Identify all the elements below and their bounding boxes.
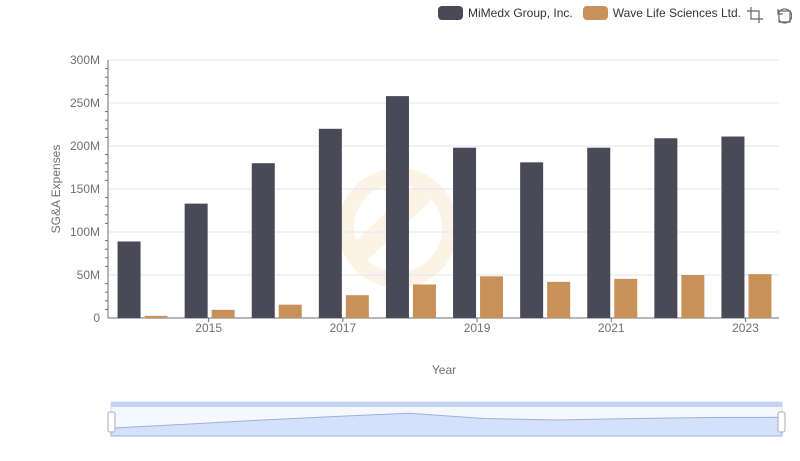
bar-wave-2021[interactable] bbox=[614, 278, 638, 318]
bar-series bbox=[117, 96, 772, 319]
bar-wave-2022[interactable] bbox=[681, 275, 705, 318]
bar-wave-2020[interactable] bbox=[547, 281, 571, 318]
bar-wave-2019[interactable] bbox=[480, 276, 504, 318]
legend-label-mimedx: MiMedx Group, Inc. bbox=[468, 6, 573, 20]
y-axis-label: SG&A Expenses bbox=[49, 145, 63, 234]
x-tick-label: 2023 bbox=[732, 321, 759, 335]
y-tick-label: 300M bbox=[70, 53, 100, 67]
restore-icon[interactable] bbox=[774, 6, 792, 24]
bar-mimedx-2017[interactable] bbox=[318, 128, 342, 318]
bar-wave-2023[interactable] bbox=[748, 274, 772, 318]
data-zoom-icon[interactable] bbox=[746, 6, 764, 24]
bar-mimedx-2018[interactable] bbox=[385, 96, 409, 319]
y-tick-label: 200M bbox=[70, 139, 100, 153]
bar-wave-2017[interactable] bbox=[345, 295, 369, 318]
data-zoom-slider[interactable] bbox=[107, 401, 786, 437]
x-axis: 2015 2017 2019 2021 2023 bbox=[195, 318, 759, 335]
bar-mimedx-2015[interactable] bbox=[184, 203, 208, 318]
bar-wave-2015[interactable] bbox=[211, 309, 235, 318]
x-tick-label: 2017 bbox=[329, 321, 356, 335]
x-axis-label: Year bbox=[432, 363, 456, 377]
legend-swatch-wave bbox=[582, 6, 608, 20]
y-axis: 0 50M 100M 150M 200M 250M 300M bbox=[70, 53, 109, 325]
y-tick-label: 150M bbox=[70, 182, 100, 196]
y-tick-label: 50M bbox=[77, 268, 100, 282]
chart-toolbox bbox=[746, 6, 792, 24]
bar-wave-2018[interactable] bbox=[412, 284, 436, 318]
bar-mimedx-2019[interactable] bbox=[453, 147, 477, 318]
bar-mimedx-2022[interactable] bbox=[654, 138, 678, 318]
x-tick-label: 2019 bbox=[464, 321, 491, 335]
bar-wave-2016[interactable] bbox=[278, 304, 302, 318]
legend-item-mimedx[interactable]: MiMedx Group, Inc. bbox=[438, 6, 573, 20]
bar-mimedx-2020[interactable] bbox=[520, 162, 544, 318]
y-tick-label: 0 bbox=[93, 311, 100, 325]
bar-mimedx-2014[interactable] bbox=[117, 241, 141, 318]
bar-mimedx-2023[interactable] bbox=[721, 136, 745, 318]
y-tick-label: 250M bbox=[70, 96, 100, 110]
bar-wave-2014[interactable] bbox=[144, 315, 168, 318]
legend-label-wave: Wave Life Sciences Ltd. bbox=[612, 6, 741, 20]
x-tick-label: 2015 bbox=[195, 321, 222, 335]
slider-top-bar[interactable] bbox=[111, 402, 782, 407]
y-tick-label: 100M bbox=[70, 225, 100, 239]
slider-handle-left[interactable] bbox=[107, 411, 116, 433]
legend-item-wave[interactable]: Wave Life Sciences Ltd. bbox=[582, 6, 741, 20]
bar-mimedx-2021[interactable] bbox=[587, 147, 611, 318]
legend-swatch-mimedx bbox=[438, 6, 463, 20]
chart-legend: MiMedx Group, Inc. Wave Life Sciences Lt… bbox=[438, 3, 741, 23]
bar-mimedx-2016[interactable] bbox=[251, 163, 275, 318]
grid-lines bbox=[108, 59, 779, 319]
slider-handle-right[interactable] bbox=[777, 411, 786, 433]
x-tick-label: 2021 bbox=[598, 321, 625, 335]
